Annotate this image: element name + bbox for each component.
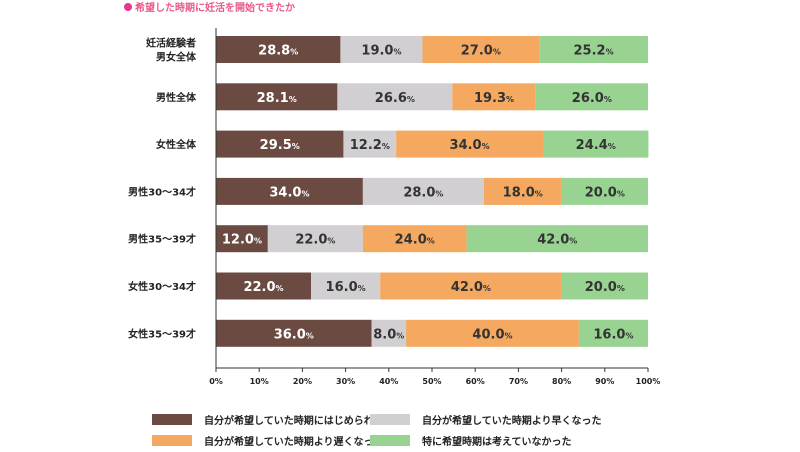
- data-label: 16.0%: [593, 327, 633, 342]
- bar-segment: [216, 36, 341, 63]
- data-label: 28.8%: [258, 44, 298, 59]
- data-label: 36.0%: [274, 327, 314, 342]
- bar-segment: [561, 272, 648, 300]
- chart-legend: 自分が希望していた時期にはじめられた 自分が希望していた時期より早くなった 自分…: [152, 412, 632, 452]
- x-tick-label: 80%: [552, 377, 571, 386]
- x-tick-label: 90%: [595, 377, 614, 386]
- bar-segment: [216, 83, 338, 111]
- bar-segment: [406, 319, 579, 347]
- legend-swatch-as-hoped: [370, 414, 410, 425]
- bar-segment: [267, 225, 363, 253]
- category-label: 男性30〜34才: [128, 185, 196, 198]
- x-tick-label: 10%: [250, 377, 269, 386]
- bar-segment: [362, 177, 484, 205]
- data-label: 27.0%: [461, 44, 501, 59]
- category-label: 男性35〜39才: [128, 233, 196, 246]
- data-label: 22.0%: [243, 280, 283, 295]
- chart-title-text: 希望した時期に妊活を開始できたか: [135, 3, 295, 14]
- bar-segment: [539, 36, 648, 63]
- data-label: 18.0%: [503, 185, 543, 200]
- data-label: 24.0%: [395, 233, 435, 248]
- data-label: 24.4%: [576, 138, 616, 153]
- data-label: 42.0%: [451, 280, 491, 295]
- category-label: 女性35〜39才: [128, 327, 196, 340]
- legend-label-earlier: 自分が希望していた時期にはじめられた: [204, 416, 384, 427]
- x-tick-label: 30%: [336, 377, 355, 386]
- bar-segment: [396, 130, 544, 158]
- data-label: 26.6%: [375, 91, 415, 106]
- x-tick-label: 0%: [209, 377, 223, 386]
- bar-segment: [483, 177, 562, 205]
- legend-swatch-later: [152, 435, 192, 446]
- data-label: 16.0%: [326, 280, 366, 295]
- category-label: 女性30〜34才: [128, 280, 196, 293]
- data-label: 42.0%: [537, 233, 577, 248]
- data-label: 22.0%: [295, 233, 335, 248]
- bar-segment: [452, 83, 536, 111]
- bar-segment: [337, 83, 453, 111]
- data-label: 19.3%: [474, 91, 514, 106]
- bar-segment: [422, 36, 540, 63]
- bar-segment: [216, 272, 312, 300]
- bar-segment: [362, 225, 467, 253]
- bar-segment: [216, 319, 372, 347]
- data-label: 25.2%: [574, 44, 614, 59]
- data-label: 20.0%: [585, 185, 625, 200]
- bar-segment: [466, 225, 648, 253]
- x-tick-label: 60%: [466, 377, 485, 386]
- legend-label-later: 自分が希望していた時期より遅くなった: [204, 437, 384, 448]
- bar-segment: [561, 177, 648, 205]
- data-label: 28.1%: [257, 91, 297, 106]
- data-label: 34.0%: [269, 185, 309, 200]
- title-bullet-icon: [124, 2, 132, 11]
- category-label: 男性全体: [156, 91, 197, 104]
- bar-segment: [216, 177, 363, 205]
- x-tick-label: 40%: [379, 377, 398, 386]
- x-tick-label: 70%: [509, 377, 528, 386]
- data-label: 19.0%: [361, 44, 401, 59]
- bar-segment: [343, 130, 397, 158]
- legend-item-later: 自分が希望していた時期より遅くなった: [152, 433, 384, 448]
- bar-segment: [535, 83, 648, 111]
- stacked-bar-chart: 妊活経験者男女全体 28.8% 19.0% 27.0% 25.2% 男性全体 28.1% 26…: [128, 28, 661, 386]
- bar-segment: [311, 272, 381, 300]
- bar-segment: [543, 130, 649, 158]
- data-label: 12.2%: [350, 138, 390, 153]
- bar-segment: [371, 319, 407, 347]
- data-label: 12.0%: [222, 233, 262, 248]
- chart-title: 希望した時期に妊活を開始できたか: [124, 0, 295, 14]
- legend-swatch-not-considered: [370, 435, 410, 446]
- data-label: 20.0%: [585, 280, 625, 295]
- legend-label-as-hoped: 自分が希望していた時期より早くなった: [422, 416, 602, 427]
- category-label: 妊活経験者男女全体: [146, 37, 197, 64]
- data-label: 40.0%: [472, 327, 512, 342]
- category-label: 女性全体: [156, 138, 197, 151]
- legend-item-not-considered: 特に希望時期は考えていなかった: [370, 433, 572, 448]
- legend-item-earlier: 自分が希望していた時期にはじめられた: [152, 412, 384, 427]
- x-tick-label: 50%: [422, 377, 441, 386]
- bar-segment: [380, 272, 562, 300]
- data-label: 29.5%: [260, 138, 300, 153]
- x-tick-label: 20%: [293, 377, 312, 386]
- legend-item-as-hoped: 自分が希望していた時期より早くなった: [370, 412, 602, 427]
- bar-segment: [340, 36, 423, 63]
- data-label: 34.0%: [450, 138, 490, 153]
- bar-segment: [216, 130, 344, 158]
- bar-segment: [216, 225, 268, 253]
- data-label: 28.0%: [403, 185, 443, 200]
- bar-segment: [578, 319, 648, 347]
- data-label: 26.0%: [572, 91, 612, 106]
- x-tick-label: 100%: [636, 377, 661, 386]
- legend-label-not-considered: 特に希望時期は考えていなかった: [422, 437, 572, 448]
- legend-swatch-earlier: [152, 414, 192, 425]
- data-label: 8.0%: [373, 327, 404, 342]
